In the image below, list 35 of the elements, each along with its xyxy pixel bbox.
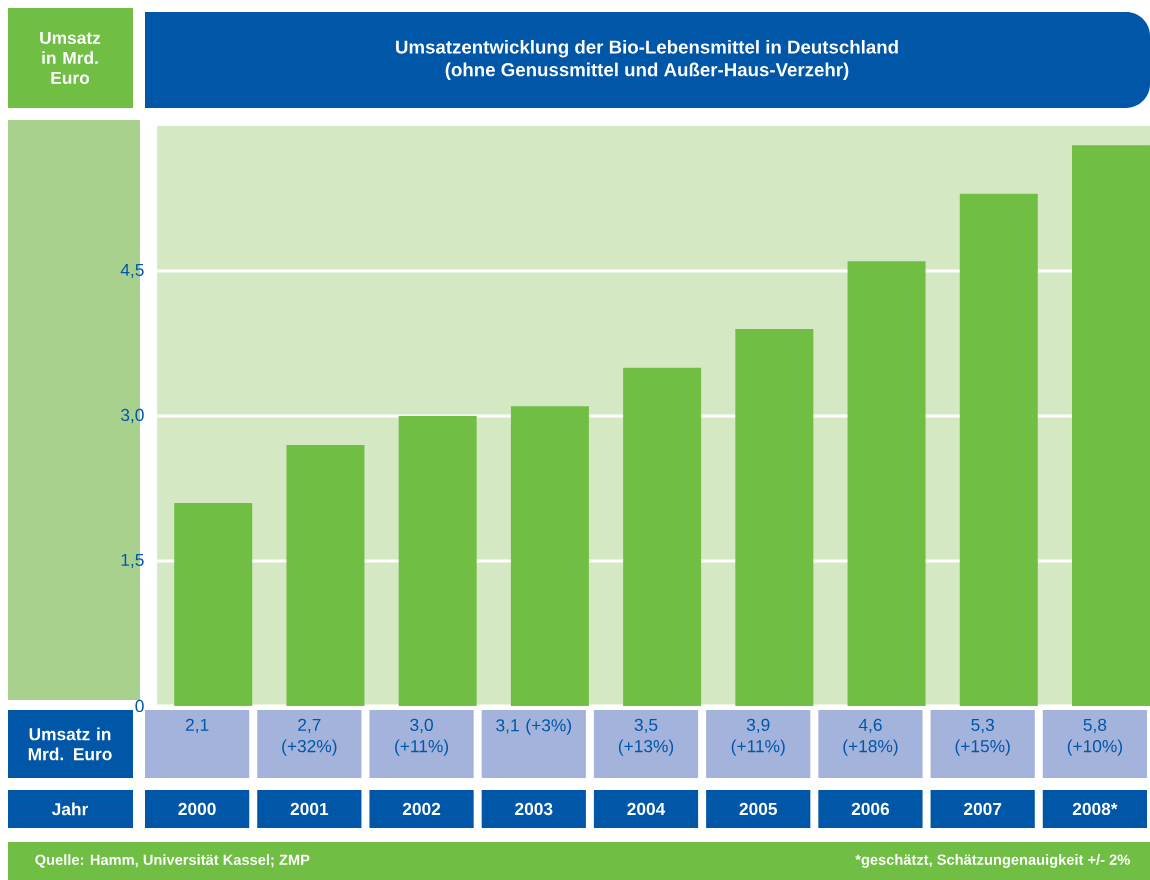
y-axis-title: Umsatz in Mrd. Euro bbox=[40, 31, 101, 85]
x-tick-label: 2004 bbox=[627, 802, 666, 816]
bar bbox=[847, 261, 926, 706]
text: Umsatz in Mrd. Euro bbox=[28, 727, 112, 761]
data-label: 3,1 (+3%) bbox=[496, 718, 571, 735]
x-tick-label: 2002 bbox=[402, 802, 441, 816]
bar bbox=[1072, 145, 1150, 706]
bar bbox=[510, 406, 589, 706]
bar bbox=[959, 193, 1038, 706]
data-label: 3,9 (+11%) bbox=[731, 718, 785, 756]
text: *geschätzt, Schätzungenauigkeit +/- 2% bbox=[855, 854, 1130, 868]
data-label: 5,8 (+10%) bbox=[1067, 718, 1122, 756]
x-tick-label: 2008* bbox=[1072, 802, 1118, 816]
bar bbox=[398, 415, 477, 706]
chart-title: Umsatzentwicklung der Bio-Lebensmittel in Deutschland bbox=[396, 39, 898, 58]
data-label: 2,7 (+32%) bbox=[282, 718, 337, 756]
data-label: 5,3 (+15%) bbox=[955, 718, 1010, 756]
x-tick-label: 2007 bbox=[964, 802, 1002, 816]
bar bbox=[735, 328, 814, 706]
data-label: 4,6 (+18%) bbox=[843, 718, 898, 756]
data-label: 3,5 (+13%) bbox=[618, 718, 674, 756]
x-axis-title: Jahr bbox=[51, 802, 89, 816]
data-label: 2,1 bbox=[185, 718, 209, 734]
bar bbox=[623, 367, 702, 706]
y-tick-label: 0 bbox=[135, 699, 144, 713]
data-label: 3,0 (+11%) bbox=[395, 718, 449, 756]
x-tick-label: 2001 bbox=[290, 802, 329, 816]
x-tick-label: 2000 bbox=[178, 802, 216, 816]
bar bbox=[174, 502, 253, 706]
x-tick-label: 2003 bbox=[515, 802, 553, 816]
x-tick-label: 2006 bbox=[851, 802, 890, 816]
bar bbox=[286, 444, 365, 706]
source-note: Quelle: Hamm, Universität Kassel; ZMP bbox=[35, 854, 310, 868]
x-tick-label: 2005 bbox=[739, 802, 778, 816]
chart-subtitle: (ohne Genussmittel und Außer-Haus-Verzehr) bbox=[445, 62, 849, 81]
